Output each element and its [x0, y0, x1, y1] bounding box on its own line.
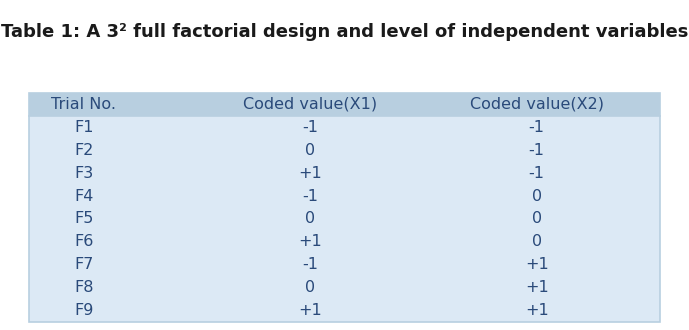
Text: -1: -1 — [302, 257, 318, 272]
FancyBboxPatch shape — [29, 230, 660, 253]
Text: +1: +1 — [298, 303, 322, 318]
Text: F7: F7 — [74, 257, 94, 272]
Text: F8: F8 — [74, 280, 94, 295]
Text: -1: -1 — [528, 143, 544, 158]
Text: -1: -1 — [528, 120, 544, 135]
Text: Coded value(X2): Coded value(X2) — [470, 97, 604, 112]
Text: F1: F1 — [74, 120, 94, 135]
FancyBboxPatch shape — [29, 299, 660, 322]
FancyBboxPatch shape — [29, 116, 660, 139]
FancyBboxPatch shape — [29, 93, 660, 116]
Text: F3: F3 — [74, 166, 94, 181]
Text: F9: F9 — [74, 303, 94, 318]
Text: -1: -1 — [302, 188, 318, 204]
Text: +1: +1 — [298, 234, 322, 249]
Text: +1: +1 — [298, 166, 322, 181]
Text: 0: 0 — [532, 212, 542, 226]
Text: Table 1: A 3² full factorial design and level of independent variables: Table 1: A 3² full factorial design and … — [1, 23, 688, 41]
FancyBboxPatch shape — [29, 276, 660, 299]
Text: -1: -1 — [302, 120, 318, 135]
Text: 0: 0 — [305, 280, 316, 295]
Text: +1: +1 — [525, 280, 548, 295]
Text: Trial No.: Trial No. — [51, 97, 116, 112]
FancyBboxPatch shape — [29, 139, 660, 162]
FancyBboxPatch shape — [29, 184, 660, 208]
Text: F4: F4 — [74, 188, 94, 204]
FancyBboxPatch shape — [29, 208, 660, 230]
FancyBboxPatch shape — [29, 253, 660, 276]
Text: 0: 0 — [305, 212, 316, 226]
Text: Coded value(X1): Coded value(X1) — [243, 97, 378, 112]
Text: 0: 0 — [532, 188, 542, 204]
Text: F2: F2 — [74, 143, 94, 158]
Text: 0: 0 — [305, 143, 316, 158]
Text: -1: -1 — [528, 166, 544, 181]
Text: F5: F5 — [74, 212, 94, 226]
Text: +1: +1 — [525, 257, 548, 272]
FancyBboxPatch shape — [29, 162, 660, 184]
Text: F6: F6 — [74, 234, 94, 249]
Text: +1: +1 — [525, 303, 548, 318]
Text: 0: 0 — [532, 234, 542, 249]
